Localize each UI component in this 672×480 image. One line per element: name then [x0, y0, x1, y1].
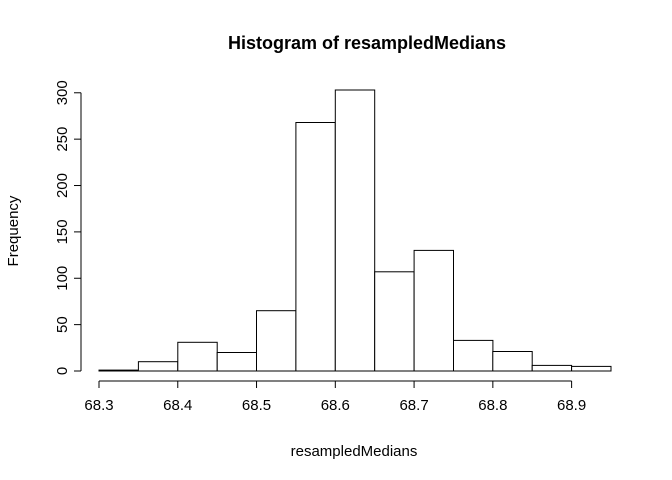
histogram-bar-8 [374, 271, 415, 372]
y-tick-label: 250 [54, 127, 71, 152]
histogram-bar-1 [98, 369, 139, 372]
x-tick-label: 68.7 [399, 397, 428, 414]
histogram-bar-9 [413, 249, 455, 372]
histogram-bar-13 [571, 365, 612, 372]
histogram-bar-4 [216, 352, 258, 372]
histogram-bar-11 [492, 351, 533, 372]
histogram-bar-10 [453, 339, 494, 372]
y-tick-label: 0 [54, 367, 71, 375]
histogram-bar-5 [256, 310, 297, 372]
histogram-bar-6 [295, 122, 336, 372]
x-tick-label: 68.8 [478, 397, 507, 414]
chart-title: Histogram of resampledMedians [228, 33, 506, 53]
x-tick-label: 68.6 [321, 397, 350, 414]
x-tick-label: 68.3 [84, 397, 113, 414]
y-tick-label: 300 [54, 80, 71, 105]
histogram-bar-3 [177, 341, 218, 372]
y-axis: 0 50 100 150 200 250 300 [54, 80, 82, 375]
histogram-bar-7 [334, 89, 376, 372]
bars-group [98, 89, 612, 372]
histogram-bar-2 [137, 361, 179, 372]
y-tick-label: 100 [54, 266, 71, 291]
x-axis-label: resampledMedians [291, 443, 418, 460]
y-tick-label: 50 [54, 316, 71, 333]
histogram-bar-12 [531, 364, 573, 372]
y-axis-label: Frequency [5, 195, 22, 266]
x-tick-label: 68.4 [163, 397, 192, 414]
x-tick-label: 68.9 [557, 397, 586, 414]
x-axis: 68.3 68.4 68.5 68.6 68.7 68.8 68.9 [84, 380, 586, 414]
y-tick-label: 150 [54, 219, 71, 244]
x-tick-label: 68.5 [242, 397, 271, 414]
y-tick-label: 200 [54, 173, 71, 198]
